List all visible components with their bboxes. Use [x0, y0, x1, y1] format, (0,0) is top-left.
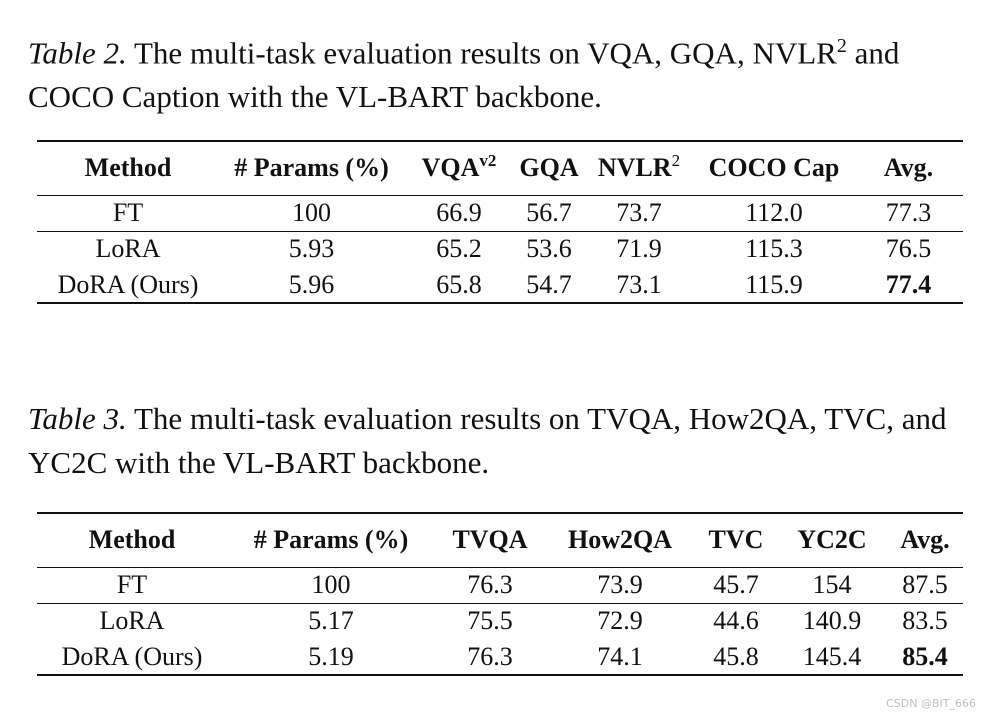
- table3-cell-params: 5.17: [227, 602, 435, 639]
- table2-cell-vqa: 66.9: [404, 194, 514, 231]
- table2-cell-coco: 115.9: [694, 267, 854, 304]
- table2-cell-avg: 77.3: [854, 194, 963, 231]
- table2-cell-params: 5.96: [219, 267, 404, 304]
- table2-header-params: # Params (%): [219, 140, 404, 195]
- table3-cell-yc2c: 145.4: [777, 639, 887, 676]
- table3-cell-how2qa: 73.9: [545, 566, 695, 603]
- table2-cell-avg-best: 77.4: [854, 267, 963, 304]
- table3-cell-tvqa: 76.3: [435, 566, 545, 603]
- table3-cell-how2qa: 72.9: [545, 602, 695, 639]
- table2-caption: Table 2. The multi-task evaluation resul…: [28, 24, 978, 119]
- table-row: DoRA (Ours) 5.96 65.8 54.7 73.1 115.9 77…: [37, 267, 963, 304]
- table2-caption-text-post: and COCO Caption with the VL-BART backbo…: [28, 35, 900, 115]
- table3-header-method: Method: [37, 512, 227, 567]
- table2-cell-vqa: 65.2: [404, 230, 514, 267]
- table3-cell-method: LoRA: [37, 602, 227, 639]
- table2-header-coco: COCO Cap: [694, 140, 854, 195]
- table2-cell-params: 5.93: [219, 230, 404, 267]
- table-row: DoRA (Ours) 5.19 76.3 74.1 45.8 145.4 85…: [37, 639, 963, 676]
- table3-cell-method: DoRA (Ours): [37, 639, 227, 676]
- table-row: FT 100 66.9 56.7 73.7 112.0 77.3: [37, 194, 963, 231]
- table-row: LoRA 5.17 75.5 72.9 44.6 140.9 83.5: [37, 602, 963, 639]
- table2-cell-gqa: 54.7: [514, 267, 584, 304]
- table3-cell-params: 5.19: [227, 639, 435, 676]
- table3-cell-yc2c: 154: [777, 566, 887, 603]
- table2-header-avg: Avg.: [854, 140, 963, 195]
- table-row: FT 100 76.3 73.9 45.7 154 87.5: [37, 566, 963, 603]
- table3-cell-method: FT: [37, 566, 227, 603]
- table3-header-row: Method # Params (%) TVQA How2QA TVC YC2C…: [37, 512, 963, 567]
- watermark: CSDN @BIT_666: [886, 697, 976, 710]
- table2: Method # Params (%) VQAv2 GQA NVLR2 COCO…: [37, 140, 963, 304]
- table2-header-method: Method: [37, 140, 219, 195]
- table2-cell-method: DoRA (Ours): [37, 267, 219, 304]
- table3-caption-text: The multi-task evaluation results on TVQ…: [28, 401, 947, 480]
- table2-header-vqa-label: VQA: [421, 153, 480, 183]
- table2-cell-gqa: 53.6: [514, 230, 584, 267]
- table3: Method # Params (%) TVQA How2QA TVC YC2C…: [37, 512, 963, 676]
- table2-cell-nvlr: 73.7: [584, 194, 694, 231]
- table2-cell-nvlr: 73.1: [584, 267, 694, 304]
- table3-caption-label: Table 3.: [28, 401, 127, 436]
- table2-header-row: Method # Params (%) VQAv2 GQA NVLR2 COCO…: [37, 140, 963, 195]
- table2-cell-vqa: 65.8: [404, 267, 514, 304]
- table2-header-gqa: GQA: [514, 140, 584, 195]
- table3-cell-tvqa: 75.5: [435, 602, 545, 639]
- table2-cell-method: FT: [37, 194, 219, 231]
- table2-caption-sup: 2: [836, 35, 847, 57]
- table3-header-avg: Avg.: [887, 512, 963, 567]
- table3-cell-params: 100: [227, 566, 435, 603]
- table3-header-yc2c: YC2C: [777, 512, 887, 567]
- table2-cell-coco: 115.3: [694, 230, 854, 267]
- table2-caption-label: Table 2.: [28, 35, 127, 71]
- table2-header-nvlr-sup: 2: [671, 151, 681, 171]
- table2-cell-coco: 112.0: [694, 194, 854, 231]
- table3-cell-tvc: 45.8: [695, 639, 777, 676]
- table3-cell-yc2c: 140.9: [777, 602, 887, 639]
- table2-caption-text: The multi-task evaluation results on VQA…: [126, 35, 837, 71]
- table2-cell-method: LoRA: [37, 230, 219, 267]
- table2-cell-nvlr: 71.9: [584, 230, 694, 267]
- table3-cell-tvc: 44.6: [695, 602, 777, 639]
- table3-cell-how2qa: 74.1: [545, 639, 695, 676]
- table2-cell-avg: 76.5: [854, 230, 963, 267]
- table3-cell-tvc: 45.7: [695, 566, 777, 603]
- table2-cell-gqa: 56.7: [514, 194, 584, 231]
- table2-cell-params: 100: [219, 194, 404, 231]
- table2-header-nvlr-label: NVLR: [597, 153, 672, 183]
- table3-cell-avg: 87.5: [887, 566, 963, 603]
- table3-cell-avg-best: 85.4: [887, 639, 963, 676]
- table2-header-nvlr: NVLR2: [584, 140, 694, 195]
- table3-header-tvqa: TVQA: [435, 512, 545, 567]
- table3-cell-avg: 83.5: [887, 602, 963, 639]
- table3-header-params: # Params (%): [227, 512, 435, 567]
- table2-header-vqa: VQAv2: [404, 140, 514, 195]
- table2-header-vqa-sup: v2: [479, 151, 497, 171]
- table3-cell-tvqa: 76.3: [435, 639, 545, 676]
- table3-caption: Table 3. The multi-task evaluation resul…: [28, 397, 978, 485]
- table-row: LoRA 5.93 65.2 53.6 71.9 115.3 76.5: [37, 230, 963, 267]
- table3-header-tvc: TVC: [695, 512, 777, 567]
- table3-header-how2qa: How2QA: [545, 512, 695, 567]
